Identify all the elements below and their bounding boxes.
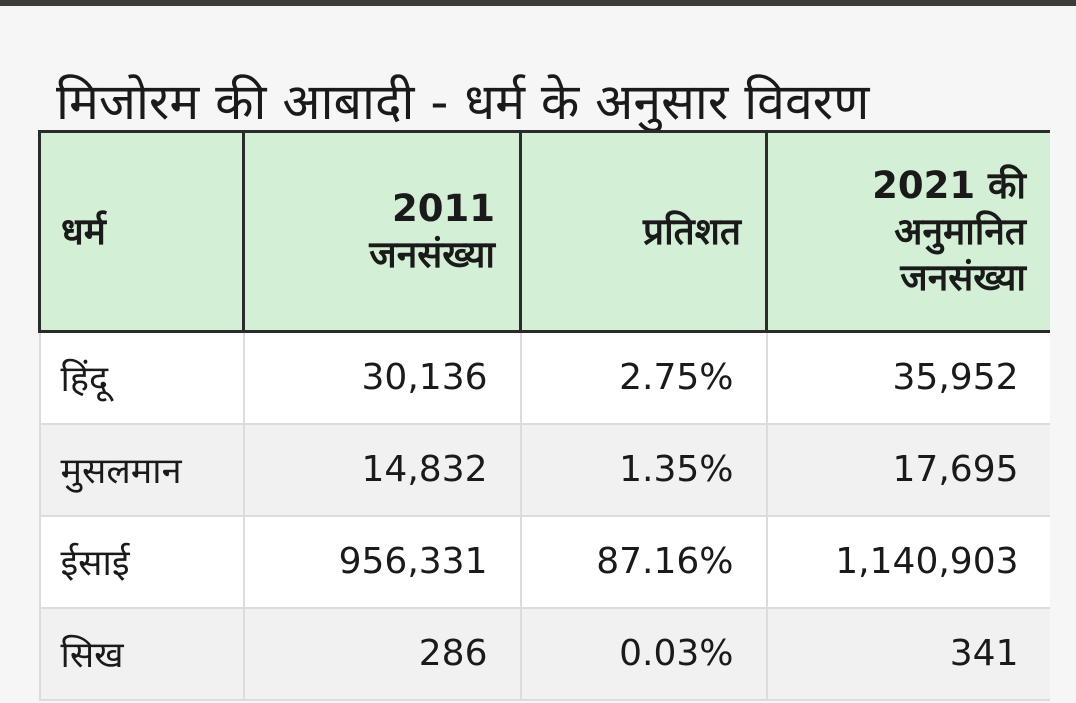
religion-table-container: धर्म 2011 जनसंख्या प्रतिशत 2021 की अनुमा… [38,130,1050,703]
cell-percent: 87.16% [519,515,768,609]
table-row: सिख 286 0.03% 341 [38,607,1050,701]
page-title: मिजोरम की आबादी - धर्म के अनुसार विवरण [56,72,870,131]
header-estimate-2021-line-1: 2021 की [872,163,1026,207]
cell-religion: मुसलमान [38,423,245,517]
religion-population-table: धर्म 2011 जनसंख्या प्रतिशत 2021 की अनुमा… [38,130,1050,701]
header-religion: धर्म [38,130,245,333]
header-population-2011-line-2: जनसंख्या [369,232,495,276]
header-estimate-2021: 2021 की अनुमानित जनसंख्या [765,130,1050,333]
table-row: ईसाई 956,331 87.16% 1,140,903 [38,515,1050,609]
header-population-2011-line-1: 2011 [392,186,495,230]
table-row: मुसलमान 14,832 1.35% 17,695 [38,423,1050,517]
table-row: हिंदू 30,136 2.75% 35,952 [38,331,1050,425]
top-border-strip [0,0,1076,6]
cell-religion: हिंदू [38,331,245,425]
cell-estimate-2021: 1,140,903 [765,515,1050,609]
header-estimate-2021-line-2: अनुमानित [894,209,1026,253]
cell-percent: 2.75% [519,331,768,425]
cell-religion: सिख [38,607,245,701]
cell-estimate-2021: 17,695 [765,423,1050,517]
cell-estimate-2021: 341 [765,607,1050,701]
header-percent: प्रतिशत [519,130,768,333]
cell-population-2011: 956,331 [242,515,522,609]
cell-population-2011: 286 [242,607,522,701]
cell-population-2011: 30,136 [242,331,522,425]
cell-population-2011: 14,832 [242,423,522,517]
header-estimate-2021-line-3: जनसंख्या [900,255,1026,299]
header-population-2011: 2011 जनसंख्या [242,130,522,333]
table-header-row: धर्म 2011 जनसंख्या प्रतिशत 2021 की अनुमा… [38,130,1050,333]
cell-percent: 0.03% [519,607,768,701]
cell-estimate-2021: 35,952 [765,331,1050,425]
cell-percent: 1.35% [519,423,768,517]
cell-religion: ईसाई [38,515,245,609]
